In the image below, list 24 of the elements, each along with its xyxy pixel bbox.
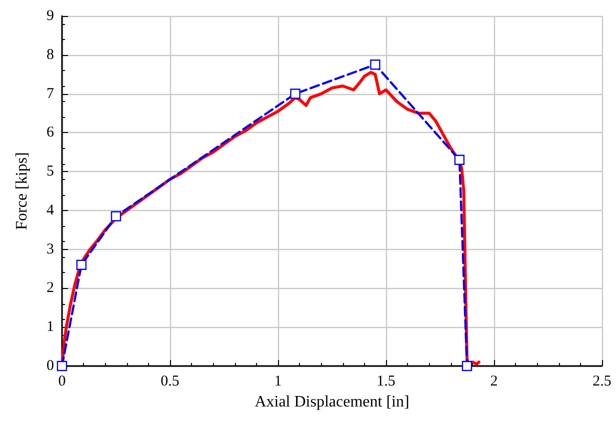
- y-tick-label: 0: [46, 358, 54, 374]
- y-tick-label: 2: [46, 280, 54, 296]
- y-tick-label: 3: [46, 241, 54, 258]
- point: [370, 60, 380, 70]
- point: [110, 211, 122, 222]
- x-tick-label: 2: [490, 374, 498, 390]
- x-tick-label: 0.5: [160, 374, 180, 390]
- x-tick-label: 1: [274, 374, 282, 390]
- point: [290, 88, 300, 99]
- point: [454, 154, 465, 165]
- y-tick-label: 4: [46, 202, 54, 218]
- y-tick-label: 6: [46, 124, 54, 141]
- x-axis-title: Axial Displacement [in]: [254, 393, 410, 410]
- point: [462, 360, 472, 372]
- x-tick-label: 1.5: [376, 374, 396, 390]
- y-axis-title: Force [kips]: [14, 152, 30, 230]
- x-tick-label: 2.5: [592, 374, 612, 390]
- y-tick-label: 1: [46, 319, 54, 336]
- y-tick-label: 9: [46, 8, 54, 24]
- point: [76, 260, 87, 270]
- y-tick-label: 7: [46, 86, 54, 102]
- x-tick-label: 0: [58, 374, 66, 390]
- y-tick-label: 8: [46, 46, 54, 63]
- y-tick-label: 5: [46, 164, 54, 180]
